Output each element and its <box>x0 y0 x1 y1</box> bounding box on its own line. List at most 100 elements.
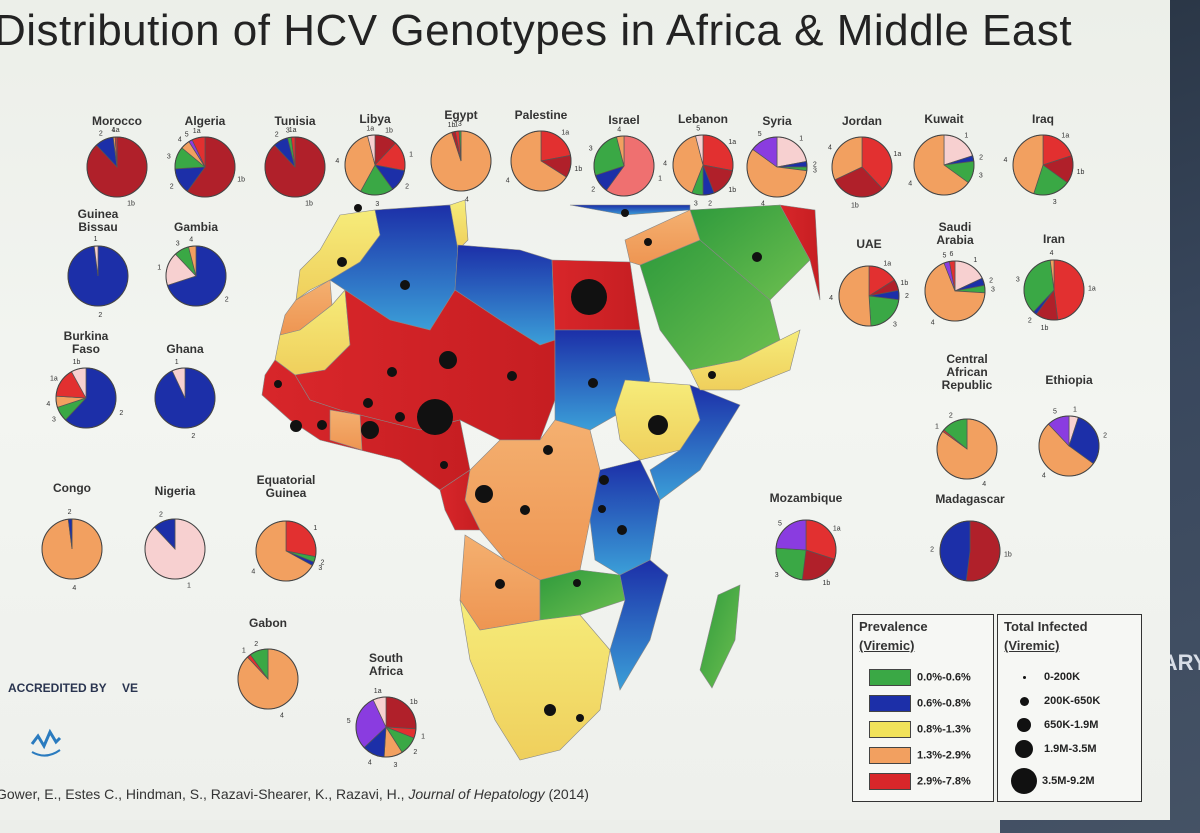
pie-slice-label: 4 <box>251 568 255 575</box>
legend-prevalence-row: 0.0%-0.6% <box>869 669 971 686</box>
legend-size-dot <box>1022 675 1026 679</box>
pie-slice-label: 5 <box>758 131 762 138</box>
pie-slice-label: 2 <box>413 749 417 756</box>
genotype-pie: 1 2 3 4 <box>908 132 983 196</box>
pie-slice-label: 4 <box>506 177 510 184</box>
legend-total-infected: Total Infected (Viremic) 0-200K 200K-650K… <box>997 614 1142 802</box>
pie-outline <box>939 520 1001 582</box>
infected-bubbles <box>274 204 762 722</box>
pie-slice-label: 1a <box>893 151 901 158</box>
pie-slice-label: 1a <box>50 376 58 383</box>
pie-outline <box>430 130 492 192</box>
genotype-pie: 1b 2 <box>930 520 1012 582</box>
genotype-pie: 1 2 3 4 <box>589 126 662 197</box>
pie-label: Madagascar <box>935 492 1005 506</box>
accreditor-logo <box>30 728 62 757</box>
genotype-pie: 4 1 2 <box>237 641 299 719</box>
bubble-yemen <box>708 371 716 379</box>
legend-size-dot <box>1015 740 1033 758</box>
bubble-ethiopia <box>648 415 668 435</box>
pie-outline <box>144 518 206 580</box>
pie-outline <box>174 136 236 198</box>
pie-slice-label: 5 <box>185 132 189 139</box>
legend-size-dot <box>1019 696 1029 706</box>
pie-label: Syria <box>762 114 792 128</box>
pie-slice-label: 1b <box>385 128 393 135</box>
pie-slice-label: 1 <box>313 525 317 532</box>
pie-slice-label: 1 <box>242 648 246 655</box>
legend-label: 2.9%-7.8% <box>917 775 971 788</box>
pie-outline <box>831 136 893 198</box>
genotype-pie: 1a 1b 3 5 <box>775 519 841 587</box>
pie-slice-label: 2 <box>905 293 909 300</box>
pie-outline <box>1023 259 1085 321</box>
pie-slice-label: 1 <box>658 176 662 183</box>
legend-size-label: 0-200K <box>1044 671 1081 683</box>
legend-swatch <box>869 773 911 790</box>
pie-slice-label: 1a <box>289 127 297 134</box>
region-ghana <box>329 409 363 451</box>
pie-label: Lebanon <box>678 112 728 126</box>
pie-slice-label: 2 <box>119 410 123 417</box>
pie-slice-label: 1a <box>366 125 374 132</box>
pie-label: Egypt <box>444 108 478 122</box>
pie-slice-label: 4 <box>828 145 832 152</box>
bubble-coast <box>290 420 302 432</box>
pie-outline <box>936 418 998 480</box>
genotype-pie: 1a 1b 4 <box>506 130 582 192</box>
legend-prevalence-subtitle: (Viremic) <box>859 638 915 653</box>
pie-slice-label: 1a <box>833 526 841 533</box>
pie-outline <box>55 367 117 429</box>
pie-slice-label: 1 <box>157 265 161 272</box>
pie-slice-label: 1a <box>374 688 382 695</box>
bubble-kenya <box>617 525 627 535</box>
pie-outline <box>165 245 227 307</box>
pie-slice-label: 3 <box>813 167 817 174</box>
pie-label: Guinea Bissau <box>77 207 119 234</box>
pie-outline <box>510 130 572 192</box>
pie-slice-label: 5 <box>696 125 700 132</box>
pie-label: Gambia <box>173 220 218 234</box>
pie-slice-label: 1 <box>973 257 977 264</box>
pie-label: Libya <box>359 112 391 126</box>
legend-swatch <box>869 721 911 738</box>
pie-outline <box>86 136 148 198</box>
pie-slice-label: 2 <box>979 155 983 162</box>
accredited-by-label: ACCREDITED BY <box>8 681 107 695</box>
pie-outline <box>775 519 837 581</box>
pie-label: Israel <box>608 113 640 127</box>
pie-slice-label: 3 <box>458 121 462 128</box>
pie-label: Jordan <box>841 114 882 128</box>
pie-slice-label: 2 <box>949 413 953 420</box>
pie-label: Burkina Faso <box>63 329 109 356</box>
bubble-chad <box>507 371 517 381</box>
pie-slice <box>965 520 1001 582</box>
region-turkey-edge <box>569 204 691 216</box>
pie-label: South Africa <box>368 651 403 678</box>
bubble-nigeria <box>417 399 453 435</box>
region-southern-africa <box>459 599 611 761</box>
bubble-burkina <box>363 398 373 408</box>
legend-prevalence-row: 0.8%-1.3% <box>869 721 971 738</box>
genotype-pie: 2 3 4 1a 1b <box>46 359 123 429</box>
pie-slice-label: 1b <box>73 359 81 366</box>
pie-slice-label: 2 <box>591 186 595 193</box>
legend-prevalence-row: 1.3%-2.9% <box>869 747 971 764</box>
pie-label: Ghana <box>166 342 204 356</box>
pie-slice-label: 1b <box>1077 169 1085 176</box>
region-yemen-oman <box>689 329 801 391</box>
pie-outline <box>593 135 655 197</box>
pie-slice-label: 1b <box>410 699 418 706</box>
genotype-pie: 42 <box>41 509 103 592</box>
pie-label: Mozambique <box>769 491 843 505</box>
pie-outline <box>67 245 129 307</box>
pie-slice-label: 2 <box>405 183 409 190</box>
bubble-saudi <box>752 252 762 262</box>
region-iran-edge <box>779 204 821 301</box>
genotype-pie: 1b 2 3 45 1a <box>167 128 245 198</box>
pie-outline <box>237 648 299 710</box>
bubble-guinea <box>274 380 282 388</box>
pie-label: Nigeria <box>154 484 196 498</box>
